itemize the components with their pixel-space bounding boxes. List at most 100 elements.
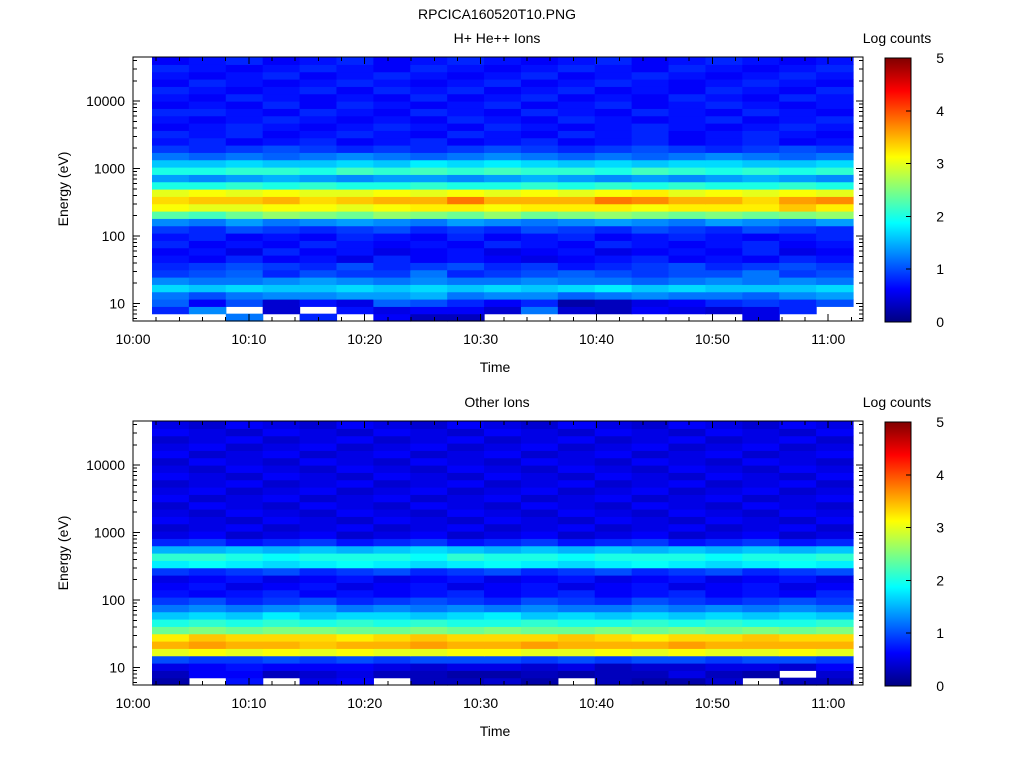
heatmap-cell	[705, 284, 743, 293]
heatmap-cell	[668, 597, 707, 605]
heatmap-cell	[631, 211, 670, 219]
heatmap-cell	[373, 247, 411, 256]
heatmap-cell	[152, 262, 190, 271]
heatmap-cell	[336, 655, 374, 664]
heatmap-cell	[520, 71, 559, 80]
heatmap-cell	[484, 560, 522, 569]
heatmap-cell	[188, 291, 227, 300]
heatmap-cell	[742, 626, 780, 635]
heatmap-cell	[594, 225, 633, 234]
heatmap-cell	[484, 284, 522, 293]
heatmap-cell	[188, 247, 227, 256]
heatmap-cell	[594, 575, 633, 583]
heatmap-cell	[594, 457, 633, 466]
heatmap-cell	[631, 189, 670, 197]
heatmap-cell	[373, 108, 411, 117]
heatmap-cell	[373, 174, 411, 183]
heatmap-cell	[631, 560, 670, 569]
heatmap-cell	[557, 516, 596, 525]
heatmap-cell	[299, 641, 338, 649]
x-tick-label: 11:00	[811, 695, 845, 711]
heatmap-cell	[373, 663, 411, 671]
heatmap-cell	[447, 597, 485, 605]
heatmap-cell	[631, 575, 670, 583]
heatmap-cell	[299, 479, 338, 488]
heatmap-cell	[631, 538, 670, 547]
heatmap-cell	[668, 479, 707, 488]
heatmap-cell	[152, 633, 190, 642]
x-tick-label: 10:50	[695, 695, 730, 711]
heatmap-cell	[188, 123, 227, 131]
heatmap-cell	[188, 443, 227, 451]
heatmap-cell	[225, 553, 264, 561]
heatmap-cell	[631, 167, 670, 175]
heatmap-cell	[262, 648, 301, 657]
heatmap-cell	[705, 291, 743, 300]
heatmap-cell	[484, 240, 522, 249]
heatmap-cell	[262, 545, 301, 554]
heatmap-cell	[668, 472, 707, 481]
heatmap-cell	[225, 641, 264, 649]
heatmap-cell	[152, 101, 190, 109]
heatmap-cell	[668, 152, 707, 161]
heatmap-cell	[299, 523, 338, 532]
heatmap-cell	[188, 501, 227, 510]
heatmap-cell	[410, 211, 448, 219]
heatmap-cell	[705, 472, 743, 481]
heatmap-cell	[152, 189, 190, 197]
heatmap-cell	[484, 269, 522, 278]
heatmap-cell	[594, 64, 633, 73]
heatmap-cell	[410, 597, 448, 605]
heatmap-cell	[816, 196, 854, 205]
heatmap-cell	[299, 575, 338, 583]
heatmap-cell	[668, 450, 707, 459]
heatmap-cell	[225, 108, 264, 117]
heatmap-cell	[594, 589, 633, 598]
heatmap-cell	[742, 443, 780, 451]
heatmap-cell	[631, 450, 670, 459]
heatmap-cell	[262, 501, 301, 510]
heatmap-cell	[705, 108, 743, 117]
heatmap-cell	[262, 269, 301, 278]
heatmap-cell	[520, 262, 559, 271]
heatmap-cell	[152, 677, 190, 686]
heatmap-cell	[447, 677, 485, 686]
heatmap-cell	[557, 159, 596, 168]
heatmap-cell	[779, 479, 817, 488]
heatmap-cell	[299, 101, 338, 109]
heatmap-cell	[152, 479, 190, 488]
heatmap-cell	[188, 277, 227, 285]
heatmap-cell	[816, 567, 854, 576]
heatmap-cell	[299, 626, 338, 635]
heatmap-cell	[557, 465, 596, 473]
heatmap-cell	[631, 545, 670, 554]
heatmap-cell	[520, 196, 559, 205]
heatmap-cell	[188, 145, 227, 153]
heatmap-cell	[816, 247, 854, 256]
heatmap-cell	[188, 465, 227, 473]
x-axis-label: Time	[480, 359, 511, 375]
heatmap-cell	[262, 159, 301, 168]
heatmap-cell	[779, 196, 817, 205]
heatmap-cell	[188, 269, 227, 278]
heatmap-cell	[742, 663, 780, 671]
heatmap-cell	[299, 538, 338, 547]
heatmap-cell	[410, 57, 448, 65]
heatmap-cell	[631, 240, 670, 249]
heatmap-cell	[299, 611, 338, 620]
figure-title: RPCICA160520T10.PNG	[418, 6, 576, 22]
heatmap-cell	[152, 291, 190, 300]
heatmap-cell	[631, 145, 670, 153]
heatmap-cell	[779, 233, 817, 241]
heatmap-cell	[336, 582, 374, 591]
heatmap-cell	[594, 93, 633, 102]
heatmap-cell	[336, 145, 374, 153]
heatmap-cell	[188, 582, 227, 591]
heatmap-cell	[631, 306, 670, 315]
heatmap-cell	[410, 611, 448, 620]
heatmap-cell	[631, 64, 670, 73]
heatmap-cell	[299, 277, 338, 285]
heatmap-cell	[779, 611, 817, 620]
heatmap-cell	[152, 560, 190, 569]
heatmap-cell	[225, 582, 264, 591]
